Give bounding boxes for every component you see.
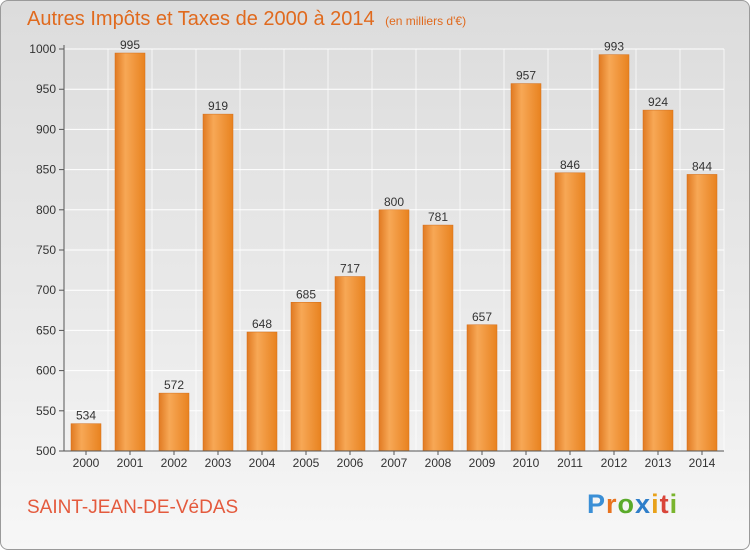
value-label-2002: 572 [164, 378, 184, 392]
value-label-2000: 534 [76, 409, 96, 423]
bar-2010 [510, 83, 542, 452]
x-tick-label-2006: 2006 [337, 456, 364, 470]
bar-2012 [598, 54, 630, 452]
value-label-2009: 657 [472, 310, 492, 324]
x-tick-label-2014: 2014 [689, 456, 716, 470]
x-tick-label-2013: 2013 [645, 456, 672, 470]
bar-2013 [642, 109, 674, 452]
y-tick-label-950: 950 [36, 82, 56, 96]
y-tick-label-800: 800 [36, 203, 56, 217]
logo-letter: i [651, 489, 660, 519]
unit-note: (en milliers d'€) [385, 14, 467, 28]
logo-letter: o [617, 489, 636, 519]
y-tick-label-700: 700 [36, 283, 56, 297]
x-tick-label-2009: 2009 [469, 456, 496, 470]
bar-2009 [466, 324, 498, 452]
logo-letter: P [587, 489, 607, 519]
value-label-2004: 648 [252, 317, 272, 331]
x-tick-label-2004: 2004 [249, 456, 276, 470]
y-tick-label-750: 750 [36, 243, 56, 257]
value-label-2011: 846 [560, 158, 580, 172]
x-tick-label-2001: 2001 [117, 456, 144, 470]
commune-name: SAINT-JEAN-DE-VéDAS [27, 497, 239, 518]
value-label-2003: 919 [208, 99, 228, 113]
bar-2005 [290, 302, 322, 452]
y-tick-label-600: 600 [36, 364, 56, 378]
y-tick-label-900: 900 [36, 122, 56, 136]
value-label-2008: 781 [428, 210, 448, 224]
chart-title: Autres Impôts et Taxes de 2000 à 2014 [27, 8, 375, 30]
x-tick-label-2003: 2003 [205, 456, 232, 470]
bar-2003 [202, 113, 234, 452]
x-tick-label-2011: 2011 [557, 456, 583, 470]
value-label-2007: 800 [384, 195, 404, 209]
x-tick-label-2008: 2008 [425, 456, 452, 470]
y-tick-label-550: 550 [36, 404, 56, 418]
value-label-2013: 924 [648, 95, 668, 109]
bar-2004 [246, 331, 278, 452]
x-tick-label-2005: 2005 [293, 456, 320, 470]
bar-2002 [158, 392, 190, 452]
value-label-2014: 844 [692, 159, 712, 173]
bar-2014 [686, 174, 718, 452]
bar-2011 [554, 172, 586, 452]
logo-letter: x [635, 489, 652, 519]
bar-2000 [70, 423, 102, 452]
bar-2007 [378, 209, 410, 452]
x-tick-label-2000: 2000 [73, 456, 100, 470]
value-label-2012: 993 [604, 40, 624, 54]
bar-2006 [334, 276, 366, 452]
value-label-2010: 957 [516, 69, 536, 83]
proxiti-logo: Proxiti [587, 489, 678, 520]
logo-letter: t [659, 489, 670, 519]
x-tick-label-2002: 2002 [161, 456, 188, 470]
logo-letter: r [606, 489, 618, 519]
value-label-2001: 995 [120, 38, 140, 52]
x-tick-label-2012: 2012 [601, 456, 628, 470]
value-label-2006: 717 [340, 262, 360, 276]
y-tick-label-850: 850 [36, 163, 56, 177]
logo-letter: i [669, 489, 679, 519]
value-label-2005: 685 [296, 287, 316, 301]
x-tick-label-2010: 2010 [513, 456, 540, 470]
chart-title-row: Autres Impôts et Taxes de 2000 à 2014 (e… [27, 8, 466, 31]
y-tick-label-1000: 1000 [29, 42, 56, 56]
bar-2008 [422, 224, 454, 452]
y-tick-label-500: 500 [36, 444, 56, 458]
y-tick-label-650: 650 [36, 323, 56, 337]
x-tick-label-2007: 2007 [381, 456, 408, 470]
bar-2001 [114, 52, 146, 452]
